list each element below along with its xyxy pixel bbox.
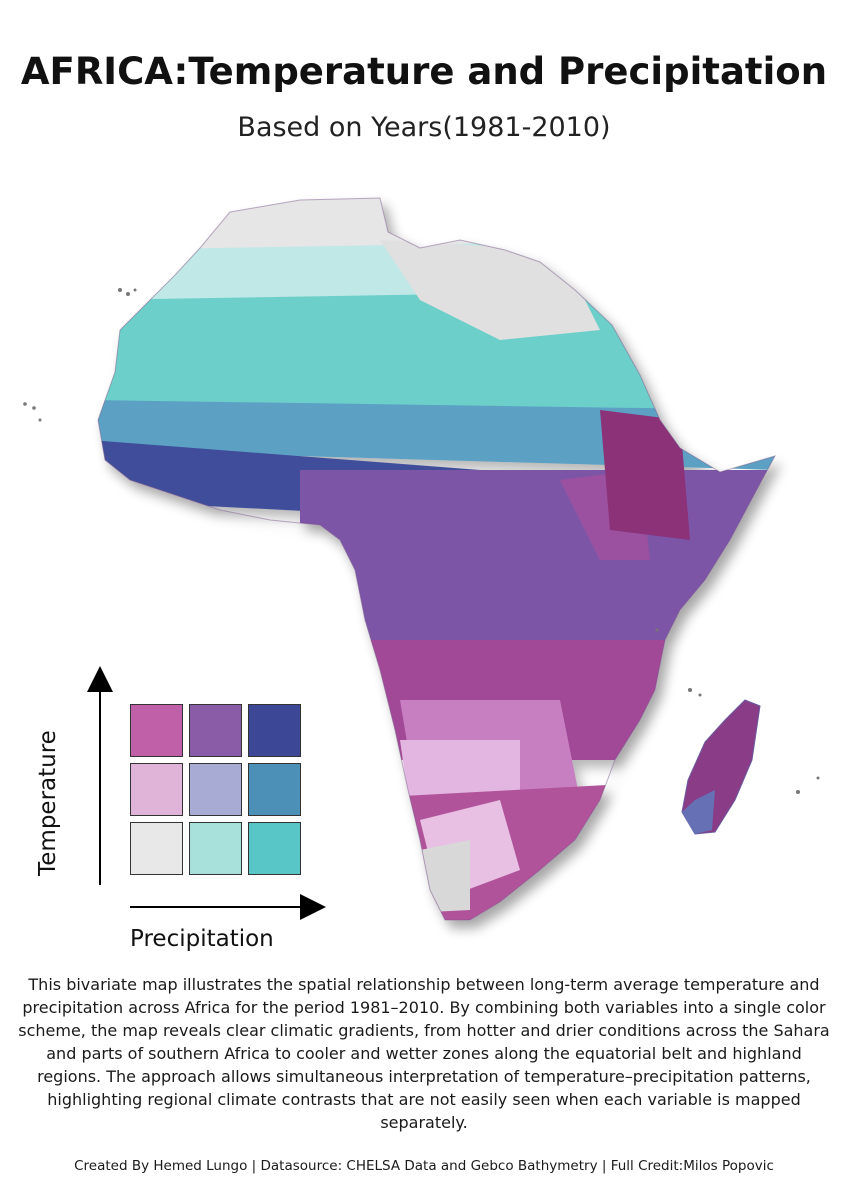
- credits-line: Created By Hemed Lungo | Datasource: CHE…: [74, 1158, 774, 1174]
- map-description: This bivariate map illustrates the spati…: [18, 975, 830, 1132]
- legend-cell-r0-c0: [130, 704, 183, 757]
- legend-temperature-label: Temperature: [35, 730, 61, 876]
- legend-cell-r1-c0: [130, 763, 183, 816]
- legend-axes: [87, 666, 326, 920]
- page-subtitle: Based on Years(1981-2010): [237, 112, 611, 143]
- legend-cell-r0-c1: [189, 704, 242, 757]
- legend-precipitation-label: Precipitation: [130, 926, 274, 952]
- legend-cell-r2-c0: [130, 822, 183, 875]
- small-islands: [23, 288, 820, 794]
- page-title: AFRICA:Temperature and Precipitation: [20, 50, 828, 93]
- legend-cell-r1-c2: [248, 763, 301, 816]
- legend-cell-r0-c2: [248, 704, 301, 757]
- africa-bivariate-map: [23, 197, 820, 921]
- legend-cell-r1-c1: [189, 763, 242, 816]
- legend-cell-r2-c1: [189, 822, 242, 875]
- legend-cell-r2-c2: [248, 822, 301, 875]
